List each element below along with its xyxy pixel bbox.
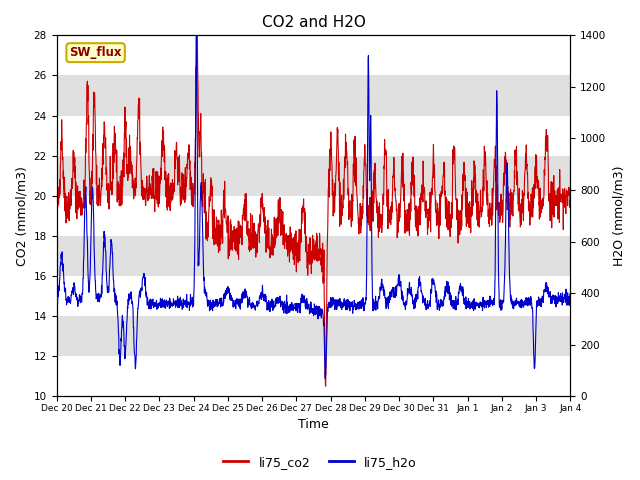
Legend: li75_co2, li75_h2o: li75_co2, li75_h2o	[218, 451, 422, 474]
Bar	[56, 316, 570, 356]
Y-axis label: CO2 (mmol/m3): CO2 (mmol/m3)	[15, 166, 28, 266]
Bar	[56, 236, 570, 276]
Title: CO2 and H2O: CO2 and H2O	[262, 15, 365, 30]
Text: SW_flux: SW_flux	[69, 46, 122, 59]
Bar	[56, 156, 570, 196]
X-axis label: Time: Time	[298, 419, 329, 432]
Bar	[56, 75, 570, 116]
Y-axis label: H2O (mmol/m3): H2O (mmol/m3)	[612, 166, 625, 266]
